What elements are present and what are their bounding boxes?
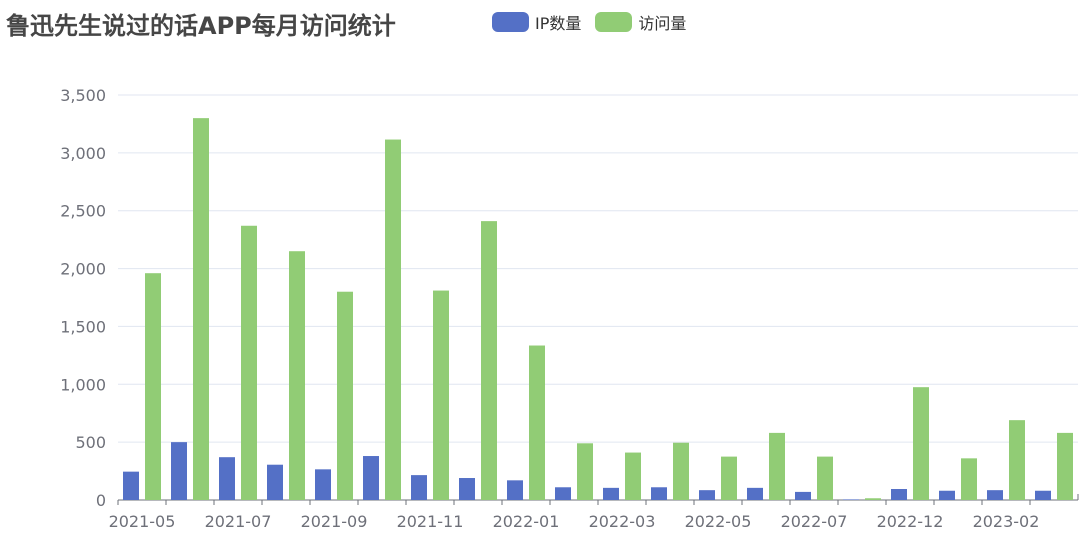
bar-ip xyxy=(411,475,427,500)
legend-label-ip: IP数量 xyxy=(535,14,582,33)
y-tick-label: 2,500 xyxy=(60,202,106,221)
bar-ip xyxy=(171,442,187,500)
bar-visits xyxy=(433,290,449,500)
bar-ip xyxy=(363,456,379,500)
bar-visits xyxy=(337,291,353,500)
y-tick-label: 3,000 xyxy=(60,144,106,163)
bar-ip xyxy=(795,491,811,500)
bar-ip xyxy=(1035,490,1051,500)
bar-visits xyxy=(913,387,929,500)
bar-visits xyxy=(961,458,977,500)
bar-ip xyxy=(891,489,907,500)
y-tick-label: 1,500 xyxy=(60,317,106,336)
bar-ip xyxy=(555,487,571,500)
bar-visits xyxy=(385,139,401,501)
legend-item-visits[interactable]: 访问量 xyxy=(595,10,686,34)
bar-ip xyxy=(123,471,139,500)
bar-ip xyxy=(747,487,763,500)
x-tick-label: 2022-01 xyxy=(493,512,560,531)
bar-ip xyxy=(603,487,619,500)
bar-visits xyxy=(529,345,545,500)
bar-visits xyxy=(721,456,737,500)
bar-ip xyxy=(459,478,475,500)
bar-visits xyxy=(673,442,689,500)
x-tick-label: 2021-11 xyxy=(397,512,464,531)
legend-item-ip[interactable]: IP数量 xyxy=(492,10,581,34)
y-tick-label: 500 xyxy=(75,433,106,452)
bar-visits xyxy=(241,225,257,500)
x-tick-label: 2021-07 xyxy=(205,512,272,531)
bar-visits xyxy=(481,221,497,500)
legend-label-visits: 访问量 xyxy=(638,14,687,33)
x-tick-label: 2022-05 xyxy=(685,512,752,531)
y-tick-label: 0 xyxy=(96,491,106,510)
x-tick-label: 2022-07 xyxy=(781,512,848,531)
bar-visits xyxy=(625,452,641,500)
x-tick-label: 2022-03 xyxy=(589,512,656,531)
x-tick-label: 2021-09 xyxy=(301,512,368,531)
bar-ip xyxy=(651,487,667,500)
bar-ip xyxy=(267,464,283,500)
bar-ip xyxy=(939,490,955,500)
bar-ip xyxy=(843,499,859,500)
y-tick-label: 2,000 xyxy=(60,260,106,279)
bar-visits xyxy=(769,432,785,500)
x-tick-label: 2021-05 xyxy=(109,512,176,531)
bar-visits xyxy=(289,251,305,500)
legend-swatch-visits xyxy=(595,12,633,32)
y-tick-label: 3,500 xyxy=(60,86,106,105)
legend: IP数量 访问量 xyxy=(492,10,700,34)
legend-swatch-ip xyxy=(492,12,529,32)
x-tick-label: 2022-12 xyxy=(877,512,944,531)
bar-visits xyxy=(145,273,161,500)
y-tick-label: 1,000 xyxy=(60,375,106,394)
bar-visits xyxy=(577,443,593,500)
bar-ip xyxy=(987,490,1003,500)
bar-ip xyxy=(507,480,523,500)
bar-visits xyxy=(193,118,209,501)
bar-ip xyxy=(699,490,715,500)
x-tick-label: 2023-02 xyxy=(973,512,1040,531)
bar-ip xyxy=(219,457,235,500)
chart-title: 鲁迅先生说过的话APP每月访问统计 xyxy=(6,12,396,40)
bar-visits xyxy=(817,456,833,500)
bar-visits xyxy=(865,498,881,500)
bar-ip xyxy=(315,469,331,500)
bar-visits xyxy=(1009,420,1025,500)
bar-visits xyxy=(1057,432,1073,500)
